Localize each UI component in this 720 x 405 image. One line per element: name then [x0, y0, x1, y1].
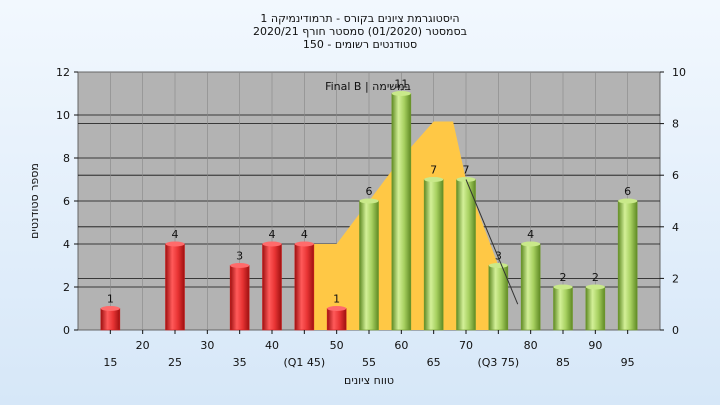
bar-value-label-50: 1	[333, 293, 340, 306]
bar-cap-15	[100, 306, 120, 311]
bar-value-label-35: 3	[236, 250, 243, 263]
x-tick-label: 20	[136, 339, 150, 352]
bar-value-label-80: 4	[527, 228, 534, 241]
x-tick-label: 15	[103, 356, 117, 369]
bar-35	[229, 265, 250, 331]
x-tick-label: 70	[459, 339, 473, 352]
bar-cap-95	[618, 198, 638, 204]
x-tick-label: 95	[621, 356, 635, 369]
title-line-3: סטודנטים רשומים - 150	[303, 38, 417, 51]
y-tick-label: 4	[63, 238, 70, 251]
bar-value-label-15: 1	[107, 293, 114, 306]
bar-15	[100, 308, 121, 331]
y2-tick-label: 0	[672, 324, 679, 337]
chart-title: היסטוגרמת ציונים בקורס - תרמודינמיקה 1 ב…	[253, 12, 467, 51]
bar-cap-55	[359, 198, 379, 204]
bar-95	[617, 200, 638, 331]
bar-55	[359, 200, 379, 331]
x-tick-label: 55	[362, 356, 376, 369]
y-axis-left-ticks: 0 2 4 6 8 10 12	[56, 66, 78, 337]
bar-value-label-95: 6	[624, 185, 631, 198]
bar-25	[165, 243, 185, 331]
y-tick-label: 8	[63, 152, 70, 165]
y-axis-title: מספר סטודנטים	[28, 163, 41, 239]
y2-tick-label: 4	[672, 221, 679, 234]
bar-cap-80	[521, 241, 541, 247]
x-tick-label: (Q1 45)	[283, 356, 325, 369]
x-tick-label: 60	[394, 339, 408, 352]
y-tick-label: 2	[63, 281, 70, 294]
bar-cap-45	[294, 241, 314, 247]
bar-cap-40	[262, 241, 282, 247]
bar-85	[553, 286, 573, 331]
bar-cap-50	[327, 306, 347, 311]
y-tick-label: 0	[63, 324, 70, 337]
bar-value-label-85: 2	[560, 271, 567, 284]
bar-90	[585, 286, 606, 331]
x-tick-label: 50	[330, 339, 344, 352]
bar-value-label-65: 7	[430, 164, 437, 177]
y2-tick-label: 10	[672, 66, 686, 79]
bar-value-label-60: 11	[394, 78, 408, 91]
bar-80	[520, 243, 541, 331]
y2-tick-label: 8	[672, 118, 679, 131]
trend-line	[465, 179, 519, 305]
y-tick-label: 6	[63, 195, 70, 208]
x-tick-label: 65	[427, 356, 441, 369]
x-tick-label: 30	[200, 339, 214, 352]
y2-tick-label: 2	[672, 272, 679, 285]
bar-cap-65	[424, 177, 444, 182]
bar-cap-25	[165, 241, 185, 247]
bar-value-label-40: 4	[269, 228, 276, 241]
x-tick-label: (Q3 75)	[477, 356, 519, 369]
bar-cap-60	[391, 91, 411, 96]
x-tick-label: 90	[588, 339, 602, 352]
bar-value-label-90: 2	[592, 271, 599, 284]
bar-50	[326, 308, 347, 331]
bar-cap-85	[553, 284, 573, 290]
x-tick-label: 25	[168, 356, 182, 369]
x-axis-ticks: 15 20 25 30 35 40 (Q1 45) 50 55 60 65 70 (Q3 75) 80 85…	[103, 330, 635, 369]
bar-cap-75	[488, 263, 508, 268]
bar-60	[391, 93, 412, 331]
title-line-1: היסטוגרמת ציונים בקורס - תרמודינמיקה 1	[260, 12, 459, 25]
x-axis-title: טווח ציונים	[344, 374, 394, 387]
x-tick-label: 85	[556, 356, 570, 369]
bar-value-label-25: 4	[172, 228, 179, 241]
y2-tick-label: 6	[672, 169, 679, 182]
x-tick-label: 80	[524, 339, 538, 352]
y-tick-label: 10	[56, 109, 70, 122]
bar-cap-35	[230, 263, 250, 268]
bar-cap-90	[585, 284, 605, 290]
bar-value-label-70: 7	[463, 164, 470, 177]
bars: 1 4 3 4 4 1 6 11 7 7 3 4 2 2 6	[100, 78, 638, 331]
bar-70	[456, 179, 476, 331]
y-axis-right-ticks: 0 2 4 6 8 10	[660, 66, 686, 337]
bar-45	[294, 243, 315, 331]
bar-65	[423, 179, 444, 331]
y-tick-label: 12	[56, 66, 70, 79]
bar-value-label-75: 3	[495, 250, 502, 263]
bar-40	[262, 243, 282, 331]
title-line-2: בסמסטר (01/2020) סמסטר חורף 2020/21	[253, 25, 467, 38]
x-tick-label: 40	[265, 339, 279, 352]
bar-value-label-45: 4	[301, 228, 308, 241]
bar-value-label-55: 6	[366, 185, 373, 198]
x-tick-label: 35	[233, 356, 247, 369]
annotation-final-b: Final B | במשימה	[325, 80, 411, 93]
bar-75	[488, 265, 509, 331]
